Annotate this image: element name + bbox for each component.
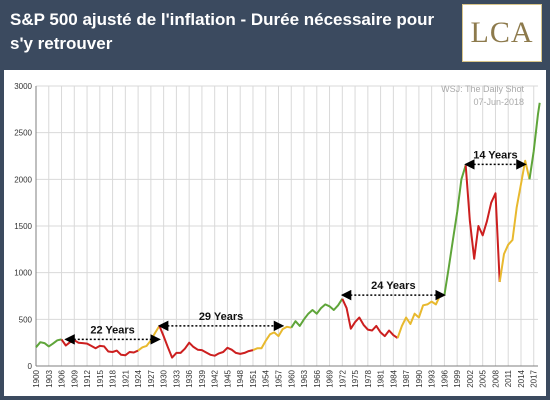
x-tick-label: 1921 [121,369,130,387]
x-tick-label: 1924 [134,369,143,387]
x-tick-label: 1927 [147,369,156,387]
x-tick-label: 1984 [389,369,398,387]
x-tick-label: 2005 [479,369,488,387]
y-tick-label: 1500 [14,222,32,231]
lca-logo: LCA [462,4,542,62]
x-tick-label: 1996 [440,369,449,387]
series-green-segment [35,338,62,348]
x-tick-label: 2017 [530,369,539,387]
x-tick-label: 1900 [32,369,41,387]
series-green-segment [290,298,344,329]
x-tick-label: 1987 [402,369,411,387]
y-tick-label: 500 [19,315,33,324]
series-green-segment [528,102,541,180]
grid-layer [35,85,538,367]
page-title: S&P 500 ajusté de l'inflation - Durée né… [10,10,435,53]
x-tick-label: 1915 [96,369,105,387]
x-tick-label: 1969 [326,369,335,387]
source-label: WSJ: The Daily Shot [441,84,524,94]
x-tick-label: 1981 [377,369,386,387]
series-red-segment [341,298,399,339]
duration-label: 24 Years [371,280,415,292]
series-green-segment [443,165,467,296]
x-tick-label: 1975 [351,369,360,387]
series-yellow-segment [137,325,161,352]
x-tick-label: 2011 [504,369,513,387]
x-tick-label: 1945 [223,369,232,387]
x-tick-label: 1918 [109,369,118,387]
duration-label: 29 Years [199,311,243,323]
x-tick-label: 1972 [338,369,347,387]
series-red-segment [158,325,254,359]
annotation-layer: 22 Years 29 Years 24 Years 14 Years [64,149,527,345]
x-tick-label: 1939 [198,369,207,387]
y-tick-label: 2000 [14,175,32,184]
x-tick-label: 1993 [428,369,437,387]
x-tick-label: 1948 [236,369,245,387]
date-label: 07-Jun-2018 [473,97,524,107]
x-tick-label: 1960 [287,369,296,387]
logo-text: LCA [470,16,534,49]
x-tick-label: 1966 [313,369,322,387]
x-tick-label: 1912 [83,369,92,387]
x-tick-label: 1990 [415,369,424,387]
y-tick-label: 2500 [14,129,32,138]
x-tick-label: 1978 [364,369,373,387]
x-tick-label: 1954 [262,369,271,387]
x-tick-label: 1999 [453,369,462,387]
duration-label: 22 Years [90,324,134,336]
series-red-segment [464,165,501,283]
y-tick-label: 1000 [14,269,32,278]
x-tick-label: 1933 [172,369,181,387]
y-tick-label: 3000 [14,82,32,91]
series-yellow-segment [396,294,445,339]
x-tick-label: 1963 [300,369,309,387]
x-tick-label: 1957 [274,369,283,387]
x-tick-label: 2008 [491,369,500,387]
duration-label: 14 Years [473,149,517,161]
x-tick-label: 1942 [211,369,220,387]
series-yellow-segment [252,325,292,352]
x-tick-label: 1906 [58,369,67,387]
x-tick-label: 2014 [517,369,526,387]
chart-area: 0 500 1000 1500 2000 2500 3000 1900 1903 1906 1909… [4,70,546,396]
x-tick-label: 1951 [249,369,258,387]
x-tick-label: 1909 [70,369,79,387]
x-tick-label: 1903 [45,369,54,387]
y-tick-label: 0 [28,362,33,371]
sp500-line-chart: 0 500 1000 1500 2000 2500 3000 1900 1903 1906 1909… [14,82,541,388]
x-tick-label: 1930 [160,369,169,387]
x-tick-label: 2002 [466,369,475,387]
x-tick-label: 1936 [185,369,194,387]
axis-layer: 0 500 1000 1500 2000 2500 3000 1900 1903 1906 1909… [14,82,539,388]
